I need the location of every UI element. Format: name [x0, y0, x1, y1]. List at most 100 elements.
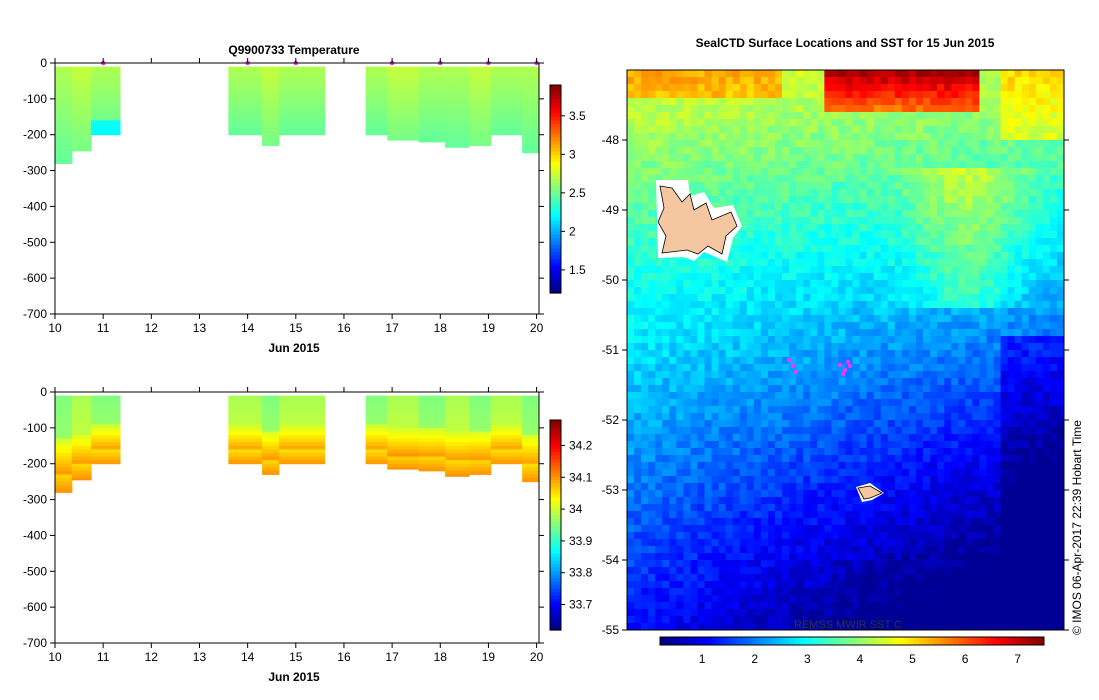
- profile-cell: [55, 427, 73, 432]
- sst-cell: [1056, 182, 1065, 190]
- sst-cell: [972, 112, 980, 120]
- sst-cell: [845, 189, 853, 197]
- sst-cell: [944, 490, 952, 498]
- sst-cell: [880, 210, 889, 218]
- profile-cell: [490, 106, 523, 111]
- sst-cell: [1028, 210, 1037, 218]
- sst-cell: [753, 406, 762, 414]
- profile-cell: [228, 399, 263, 404]
- sst-cell: [824, 266, 832, 274]
- sst-cell: [627, 91, 635, 99]
- profile-cell: [445, 395, 470, 400]
- profile-cell: [522, 399, 540, 404]
- sst-cell: [979, 455, 987, 463]
- sst-cell: [627, 308, 635, 316]
- sst-cell: [824, 84, 832, 92]
- sst-cell: [803, 455, 811, 463]
- sst-cell: [986, 189, 994, 197]
- plot-frame: [54, 62, 540, 315]
- sst-cell: [965, 448, 973, 456]
- profile-cell: [55, 485, 73, 490]
- sst-cell: [627, 245, 635, 253]
- sst-cell: [866, 322, 875, 330]
- profile-cell: [278, 413, 326, 418]
- sst-cell: [986, 182, 994, 190]
- sst-cell: [923, 168, 931, 176]
- profile-cell: [445, 141, 470, 146]
- sst-cell: [648, 518, 656, 526]
- sst-cell: [937, 427, 945, 435]
- sst-cell: [951, 525, 959, 533]
- profile-cell: [418, 120, 446, 125]
- sst-cell: [951, 371, 959, 379]
- sst-cell: [789, 434, 797, 442]
- sst-cell: [923, 189, 931, 197]
- sst-cell: [951, 455, 959, 463]
- sst-cell: [923, 511, 931, 519]
- sst-cell: [676, 98, 684, 106]
- profile-cell: [469, 106, 492, 111]
- sst-cell: [1028, 441, 1037, 449]
- sst-cell: [676, 441, 684, 449]
- sst-cell: [1007, 525, 1016, 533]
- sst-cell: [803, 448, 811, 456]
- sst-cell: [951, 406, 959, 414]
- sst-cell: [753, 175, 762, 183]
- sst-cell: [873, 147, 882, 155]
- sst-cell: [627, 525, 635, 533]
- profile-cell: [445, 474, 470, 477]
- sst-cell: [634, 91, 642, 99]
- sst-cell: [993, 399, 1001, 407]
- sst-cell: [866, 525, 875, 533]
- sst-cell: [824, 140, 832, 148]
- sst-cell: [965, 154, 973, 162]
- sst-cell: [944, 525, 952, 533]
- sst-cell: [824, 392, 832, 400]
- sst-cell: [838, 357, 846, 365]
- profile-cell: [55, 88, 73, 93]
- sst-cell: [880, 259, 889, 267]
- sst-cell: [725, 371, 734, 379]
- sst-cell: [866, 105, 875, 113]
- profile-cell: [490, 84, 523, 89]
- sst-cell: [817, 84, 825, 92]
- sst-cell: [1042, 497, 1051, 505]
- sst-cell: [760, 77, 769, 85]
- sst-cell: [930, 378, 938, 386]
- sst-cell: [887, 364, 896, 372]
- sst-cell: [930, 294, 938, 302]
- sst-cell: [894, 511, 903, 519]
- profile-cell: [55, 435, 73, 440]
- sst-cell: [979, 483, 987, 491]
- profile-cell: [490, 420, 523, 425]
- sst-cell: [937, 98, 945, 106]
- profile-cell: [71, 70, 92, 75]
- sst-cell: [634, 224, 642, 232]
- sst-cell: [1028, 371, 1037, 379]
- sst-cell: [838, 224, 846, 232]
- sst-cell: [838, 315, 846, 323]
- sst-cell: [866, 399, 875, 407]
- sst-cell: [1028, 448, 1037, 456]
- sst-cell: [894, 427, 903, 435]
- sst-cell: [958, 455, 966, 463]
- sst-cell: [845, 175, 853, 183]
- sst-cell: [648, 476, 656, 484]
- salinity-colorbar-step: [550, 563, 561, 568]
- profile-cell: [278, 456, 326, 461]
- sst-cell: [683, 259, 691, 267]
- sst-cell: [662, 406, 670, 414]
- sst-cell: [845, 98, 853, 106]
- sst-cell: [753, 350, 762, 358]
- sst-cell: [944, 224, 952, 232]
- profile-cell: [262, 98, 280, 103]
- sst-cell: [824, 315, 832, 323]
- sst-cell: [704, 154, 712, 162]
- sst-cell: [838, 189, 846, 197]
- sst-cell: [993, 406, 1001, 414]
- sst-cell: [1014, 301, 1023, 309]
- sst-cell: [972, 476, 980, 484]
- sst-cell: [937, 217, 945, 225]
- sst-cell: [908, 210, 917, 218]
- sst-cell: [655, 147, 663, 155]
